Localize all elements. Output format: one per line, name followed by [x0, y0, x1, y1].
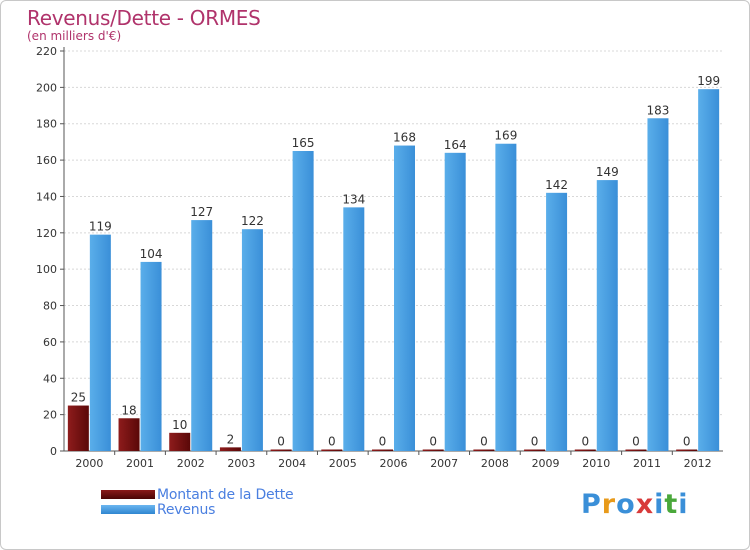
logo-letter: o: [616, 489, 636, 520]
legend-label-revenus: Revenus: [157, 501, 216, 518]
y-tick-label: 20: [43, 409, 57, 422]
y-tick-label: 220: [36, 45, 57, 58]
bar-revenus: [596, 180, 618, 451]
bar-revenus: [292, 151, 314, 451]
data-label-dette: 0: [480, 435, 488, 449]
data-label-dette: 18: [121, 403, 136, 417]
bar-revenus: [495, 143, 517, 451]
data-label-revenus: 142: [545, 178, 568, 192]
x-tick-label: 2000: [75, 457, 103, 470]
bar-revenus: [191, 220, 213, 451]
legend-swatch-revenus: [101, 505, 155, 514]
y-tick-label: 0: [50, 445, 57, 458]
data-label-dette: 0: [277, 435, 285, 449]
data-label-dette: 0: [379, 435, 387, 449]
bar-dette: [118, 418, 140, 451]
x-tick-label: 2003: [227, 457, 255, 470]
data-label-revenus: 199: [697, 74, 720, 88]
data-label-revenus: 169: [494, 129, 517, 143]
bar-dette: [67, 405, 89, 451]
bar-revenus: [140, 261, 162, 451]
x-tick-label: 2012: [684, 457, 712, 470]
bar-revenus: [647, 118, 669, 451]
logo-letter: P: [581, 489, 602, 520]
data-label-dette: 25: [71, 391, 86, 405]
x-tick-label: 2008: [481, 457, 509, 470]
bar-revenus: [241, 229, 263, 451]
y-tick-label: 100: [36, 263, 57, 276]
data-label-revenus: 183: [647, 103, 670, 117]
legend-swatch-dette: [101, 490, 155, 499]
data-label-revenus: 168: [393, 131, 416, 145]
bar-revenus: [343, 207, 365, 451]
bar-revenus: [546, 192, 568, 451]
y-tick-label: 160: [36, 154, 57, 167]
data-label-dette: 0: [581, 435, 589, 449]
data-label-revenus: 119: [89, 220, 112, 234]
x-tick-label: 2004: [278, 457, 306, 470]
y-tick-label: 60: [43, 336, 57, 349]
data-label-dette: 0: [632, 435, 640, 449]
data-label-revenus: 104: [140, 247, 163, 261]
bar-revenus: [89, 234, 111, 451]
bar-dette: [270, 449, 292, 451]
y-tick-label: 120: [36, 227, 57, 240]
chart-title: Revenus/Dette - ORMES: [27, 6, 261, 30]
y-tick-label: 40: [43, 372, 57, 385]
legend-item-dette: Montant de la Dette: [101, 486, 294, 503]
proxiti-logo: Proxiti: [581, 489, 689, 520]
y-tick-label: 140: [36, 190, 57, 203]
legend-item-revenus: Revenus: [101, 501, 293, 518]
logo-letter: r: [601, 489, 617, 520]
data-label-revenus: 122: [241, 214, 264, 228]
x-tick-label: 2009: [532, 457, 560, 470]
data-label-revenus: 165: [292, 136, 315, 150]
data-label-dette: 0: [328, 435, 336, 449]
bar-dette: [625, 449, 647, 451]
bar-dette: [676, 449, 698, 451]
bar-dette: [219, 447, 241, 451]
bar-revenus: [698, 89, 720, 451]
bar-dette: [574, 449, 596, 451]
bar-dette: [321, 449, 343, 451]
legend: Montant de la Dette Revenus: [101, 486, 294, 518]
data-label-dette: 0: [429, 435, 437, 449]
x-tick-label: 2001: [126, 457, 154, 470]
logo-letter: i: [678, 489, 689, 520]
bar-revenus: [394, 145, 415, 451]
y-tick-label: 180: [36, 118, 57, 131]
y-tick-label: 200: [36, 81, 57, 94]
bar-revenus: [444, 152, 466, 451]
x-tick-label: 2005: [329, 457, 357, 470]
data-label-dette: 0: [683, 435, 691, 449]
x-tick-label: 2010: [582, 457, 610, 470]
bar-dette: [422, 449, 444, 451]
data-label-revenus: 164: [444, 138, 467, 152]
x-tick-label: 2002: [177, 457, 205, 470]
data-label-dette: 2: [227, 432, 235, 446]
y-tick-label: 80: [43, 300, 57, 313]
bar-dette: [372, 449, 393, 451]
logo-letter: t: [664, 489, 679, 520]
x-tick-label: 2011: [633, 457, 661, 470]
logo-letter: i: [654, 489, 665, 520]
logo-letter: x: [635, 489, 655, 520]
bar-dette: [473, 449, 495, 451]
bar-dette: [169, 432, 191, 451]
data-label-revenus: 149: [596, 165, 619, 179]
legend-label-dette: Montant de la Dette: [157, 486, 294, 503]
x-tick-label: 2007: [430, 457, 458, 470]
bar-dette: [524, 449, 546, 451]
x-tick-label: 2006: [380, 457, 408, 470]
data-label-revenus: 127: [190, 205, 213, 219]
data-label-revenus: 134: [342, 192, 365, 206]
chart-subtitle: (en milliers d'€): [27, 29, 122, 43]
data-label-dette: 0: [531, 435, 539, 449]
data-label-dette: 10: [172, 418, 187, 432]
